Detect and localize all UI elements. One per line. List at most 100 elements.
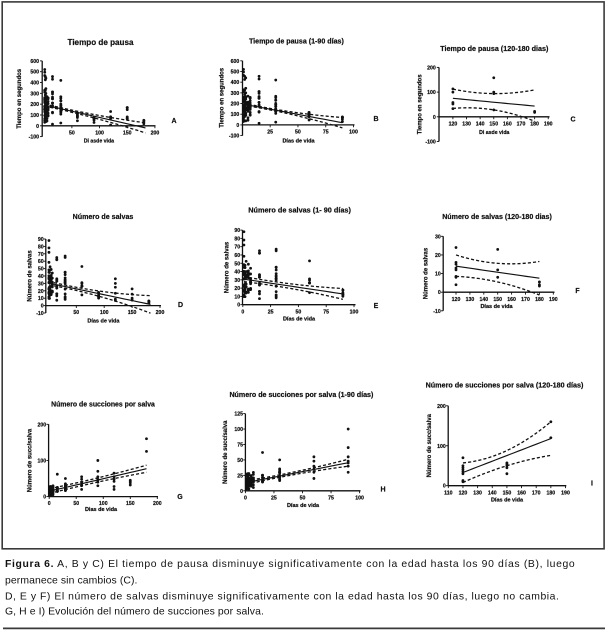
svg-text:75: 75 (323, 309, 329, 315)
svg-text:10: 10 (234, 294, 240, 300)
svg-text:Número de salvas: Número de salvas (73, 213, 134, 221)
svg-text:100: 100 (355, 495, 364, 501)
svg-text:75: 75 (323, 130, 329, 136)
svg-text:160: 160 (503, 121, 512, 127)
svg-text:Días de vida: Días de vida (282, 139, 315, 145)
svg-text:400: 400 (30, 81, 39, 87)
svg-text:70: 70 (234, 245, 240, 251)
svg-text:50: 50 (73, 501, 79, 507)
svg-text:F: F (575, 288, 580, 295)
svg-text:160: 160 (507, 297, 516, 303)
svg-text:100: 100 (100, 310, 109, 316)
svg-text:-10: -10 (36, 311, 44, 317)
svg-text:180: 180 (547, 490, 556, 496)
svg-text:-10: -10 (433, 309, 441, 315)
svg-text:180: 180 (535, 297, 544, 303)
svg-text:Número de salvas (120-180 dias: Número de salvas (120-180 dias) (442, 213, 552, 221)
svg-text:150: 150 (503, 490, 512, 496)
svg-text:400: 400 (231, 80, 240, 86)
svg-text:Número de salvas: Número de salvas (424, 247, 430, 299)
svg-text:20: 20 (234, 286, 240, 292)
svg-text:Tiempo de pausa (1-90 días): Tiempo de pausa (1-90 días) (249, 37, 345, 45)
svg-text:0: 0 (433, 115, 436, 121)
svg-text:100: 100 (38, 458, 47, 464)
svg-text:170: 170 (521, 297, 530, 303)
svg-text:150: 150 (493, 297, 502, 303)
svg-text:200: 200 (427, 65, 436, 71)
svg-text:30: 30 (38, 281, 44, 287)
svg-text:Número de salvas: Número de salvas (28, 250, 34, 302)
svg-text:Di asde vida: Di asde vida (84, 138, 114, 144)
svg-text:Número de succ/salva: Número de succ/salva (223, 420, 229, 484)
svg-text:50: 50 (300, 495, 306, 501)
svg-text:100: 100 (437, 444, 446, 450)
svg-text:100: 100 (427, 90, 436, 96)
svg-text:90: 90 (234, 228, 240, 234)
svg-text:30: 30 (435, 234, 441, 240)
svg-text:25: 25 (267, 130, 273, 136)
svg-text:0: 0 (443, 484, 446, 490)
svg-text:130: 130 (466, 297, 475, 303)
svg-text:Tiempo en segundos: Tiempo en segundos (418, 74, 424, 135)
svg-text:C: C (570, 117, 575, 124)
svg-text:permanece sin cambios (C).: permanece sin cambios (C). (5, 575, 138, 586)
svg-text:E: E (374, 303, 379, 310)
svg-text:140: 140 (476, 121, 485, 127)
svg-text:Días de vida: Días de vida (491, 498, 524, 504)
svg-text:300: 300 (231, 91, 240, 97)
svg-text:60: 60 (234, 253, 240, 259)
svg-text:100: 100 (234, 427, 243, 433)
svg-text:75: 75 (328, 495, 334, 501)
svg-text:Número de succiones por salva: Número de succiones por salva (51, 402, 155, 409)
svg-text:Número de salvas: Número de salvas (225, 241, 231, 293)
svg-text:Tiempo en segundos: Tiempo en segundos (17, 68, 23, 129)
svg-text:100: 100 (99, 501, 108, 507)
svg-text:H: H (380, 487, 385, 494)
svg-text:170: 170 (517, 121, 526, 127)
svg-text:500: 500 (30, 70, 39, 76)
svg-text:A: A (171, 118, 176, 125)
svg-text:0: 0 (236, 123, 239, 129)
svg-text:120: 120 (452, 297, 461, 303)
svg-text:200: 200 (151, 130, 160, 136)
svg-text:G, H e I) Evolución del número: G, H e I) Evolución del número de succio… (5, 607, 264, 618)
svg-text:200: 200 (437, 404, 446, 410)
svg-text:100: 100 (95, 130, 104, 136)
svg-text:Días de vida: Días de vida (480, 304, 513, 310)
svg-text:60: 60 (38, 259, 44, 265)
svg-text:10: 10 (435, 272, 441, 278)
svg-text:200: 200 (231, 102, 240, 108)
svg-text:120: 120 (459, 490, 468, 496)
svg-text:Tiempo de pausa (120-180 dias): Tiempo de pausa (120-180 dias) (440, 44, 549, 53)
svg-text:150: 150 (126, 501, 135, 507)
svg-text:20: 20 (435, 253, 441, 259)
svg-text:0: 0 (41, 304, 44, 310)
svg-text:-100: -100 (29, 135, 39, 141)
svg-text:50: 50 (237, 458, 243, 464)
svg-text:120: 120 (449, 121, 458, 127)
svg-text:25: 25 (268, 309, 274, 315)
svg-text:25: 25 (271, 495, 277, 501)
svg-text:Días de vida: Días de vida (287, 503, 320, 509)
svg-text:25: 25 (237, 473, 243, 479)
svg-text:500: 500 (231, 70, 240, 76)
svg-text:125: 125 (234, 412, 243, 418)
svg-text:160: 160 (517, 490, 526, 496)
svg-text:Días de vida: Días de vida (283, 317, 316, 323)
svg-text:Número de salvas (1- 90 días): Número de salvas (1- 90 días) (248, 206, 351, 215)
svg-text:D: D (178, 302, 183, 309)
svg-text:50: 50 (295, 130, 301, 136)
svg-text:Número de succ/salva: Número de succ/salva (28, 428, 34, 492)
svg-text:0: 0 (438, 290, 441, 296)
svg-text:0: 0 (48, 501, 51, 507)
svg-text:Tiempo en segundos: Tiempo en segundos (220, 67, 226, 128)
svg-text:70: 70 (38, 252, 44, 258)
svg-text:80: 80 (234, 236, 240, 242)
svg-text:0: 0 (43, 495, 46, 501)
svg-text:90: 90 (38, 237, 44, 243)
svg-text:140: 140 (488, 490, 497, 496)
svg-text:B: B (373, 116, 378, 123)
svg-text:130: 130 (462, 121, 471, 127)
svg-text:50: 50 (69, 130, 75, 136)
svg-text:200: 200 (153, 501, 162, 507)
